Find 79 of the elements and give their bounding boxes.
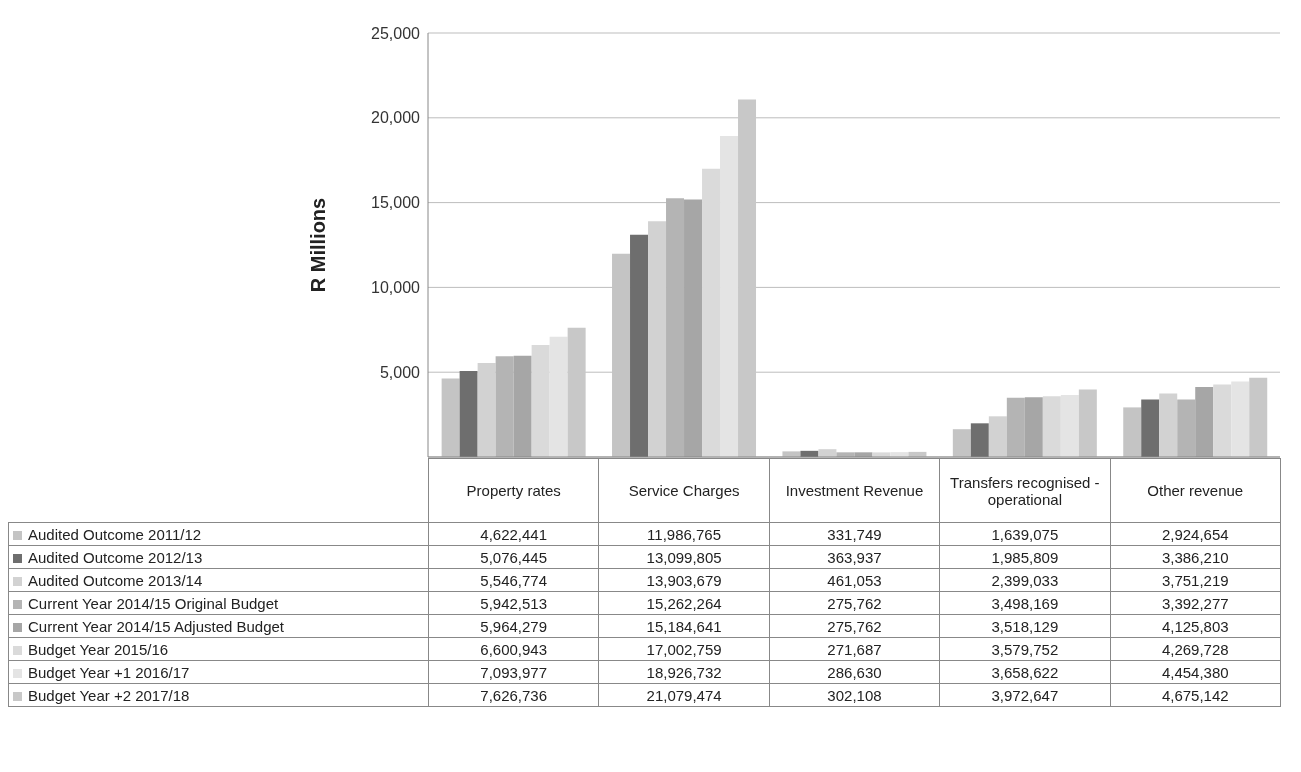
bar: [684, 199, 703, 457]
data-label: 13,903,679: [598, 568, 770, 592]
data-label: 5,964,279: [428, 614, 599, 638]
legend-label: Current Year 2014/15 Original Budget: [8, 591, 429, 615]
data-label: 3,518,129: [939, 614, 1111, 638]
data-label: 6,600,943: [428, 637, 599, 661]
bar: [630, 234, 649, 457]
data-label: 363,937: [769, 545, 940, 569]
category-label: Other revenue: [1110, 458, 1281, 523]
y-tick-label: 25,000: [371, 24, 421, 42]
data-label: 3,386,210: [1110, 545, 1281, 569]
legend-label: Budget Year 2015/16: [8, 637, 429, 661]
bar: [495, 356, 514, 457]
data-label: 3,751,219: [1110, 568, 1281, 592]
bar: [513, 355, 532, 457]
legend-label: Audited Outcome 2011/12: [8, 522, 429, 546]
bar: [952, 429, 971, 457]
legend-label: Budget Year +1 2016/17: [8, 660, 429, 684]
y-axis-title: R Millions: [307, 197, 330, 293]
bar: [1177, 399, 1196, 457]
data-label: 286,630: [769, 660, 940, 684]
bar: [970, 423, 989, 457]
legend-label: Budget Year +2 2017/18: [8, 683, 429, 707]
data-label: 4,622,441: [428, 522, 599, 546]
y-tick-label: 20,000: [371, 109, 421, 127]
data-label: 5,942,513: [428, 591, 599, 615]
data-label: 4,269,728: [1110, 637, 1281, 661]
data-label: 275,762: [769, 614, 940, 638]
data-label: 13,099,805: [598, 545, 770, 569]
category-label: Transfers recognised - operational: [939, 458, 1111, 523]
data-label: 331,749: [769, 522, 940, 546]
data-label: 5,546,774: [428, 568, 599, 592]
data-label: 461,053: [769, 568, 940, 592]
bar: [477, 362, 496, 457]
category-label: Investment Revenue: [769, 458, 940, 523]
data-label: 4,675,142: [1110, 683, 1281, 707]
bar: [1078, 389, 1097, 457]
data-label: 3,658,622: [939, 660, 1111, 684]
data-label: 1,639,075: [939, 522, 1111, 546]
y-tick-label: 15,000: [371, 194, 421, 212]
bar: [1249, 377, 1268, 457]
bar: [1123, 407, 1142, 457]
data-label: 15,262,264: [598, 591, 770, 615]
data-label: 7,093,977: [428, 660, 599, 684]
data-label: 2,924,654: [1110, 522, 1281, 546]
data-label: 21,079,474: [598, 683, 770, 707]
data-label: 17,002,759: [598, 637, 770, 661]
bar: [1141, 399, 1160, 457]
data-label: 3,498,169: [939, 591, 1111, 615]
data-label: 1,985,809: [939, 545, 1111, 569]
bar: [988, 416, 1007, 457]
category-label: Property rates: [428, 458, 599, 523]
data-label: 18,926,732: [598, 660, 770, 684]
data-label: 5,076,445: [428, 545, 599, 569]
bar: [441, 378, 460, 457]
y-tick-label: 5,000: [379, 363, 421, 381]
bar: [1195, 387, 1214, 457]
bar: [459, 370, 478, 457]
data-label: 11,986,765: [598, 522, 770, 546]
bar: [1006, 397, 1025, 457]
y-tick-label: 10,000: [371, 279, 421, 297]
data-label: 302,108: [769, 683, 940, 707]
data-label: 4,454,380: [1110, 660, 1281, 684]
data-label: 3,392,277: [1110, 591, 1281, 615]
legend-label: Audited Outcome 2012/13: [8, 545, 429, 569]
data-label: 4,125,803: [1110, 614, 1281, 638]
data-label: 3,579,752: [939, 637, 1111, 661]
data-label: 2,399,033: [939, 568, 1111, 592]
data-label: 3,972,647: [939, 683, 1111, 707]
data-label: 275,762: [769, 591, 940, 615]
data-label: 15,184,641: [598, 614, 770, 638]
bar: [648, 221, 667, 457]
legend-label: Audited Outcome 2013/14: [8, 568, 429, 592]
bar: [1159, 393, 1178, 457]
category-label: Service Charges: [598, 458, 770, 523]
data-label: 271,687: [769, 637, 940, 661]
data-label: 7,626,736: [428, 683, 599, 707]
bar: [1024, 397, 1043, 457]
legend-label: Current Year 2014/15 Adjusted Budget: [8, 614, 429, 638]
